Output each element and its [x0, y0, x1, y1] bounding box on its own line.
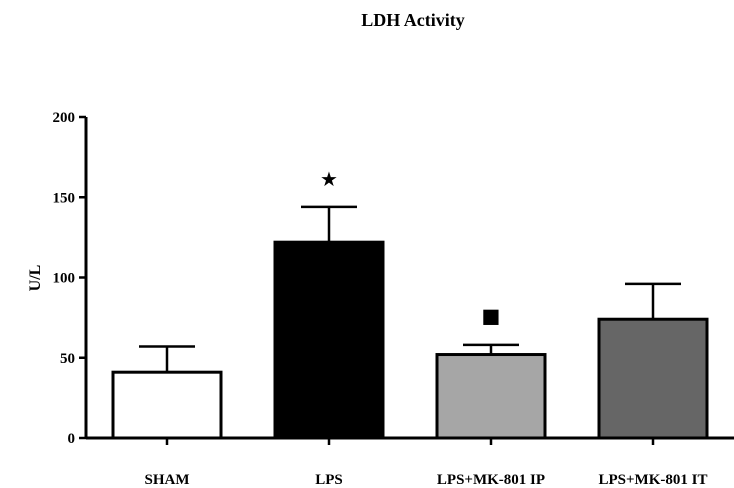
chart-title: LDH Activity — [361, 10, 465, 30]
y-tick-label: 50 — [60, 351, 75, 367]
x-tick-label: SHAM — [145, 472, 190, 488]
y-tick-label: 200 — [53, 110, 76, 126]
labels: 0 50 100 150 200 SHAM LPS LPS+MK-801 IP LPS+MK-8… — [53, 110, 708, 488]
bar — [435, 353, 547, 440]
bar — [273, 240, 385, 440]
y-tick-label: 150 — [53, 190, 76, 206]
bar — [111, 370, 223, 440]
x-tick-label: LPS+MK-801 IT — [599, 472, 708, 488]
y-tick-label: 0 — [68, 431, 76, 447]
bars — [111, 205, 709, 440]
bar — [597, 317, 709, 440]
y-axis-label: U/L — [27, 265, 44, 292]
significance-marker: ■ — [482, 303, 501, 327]
y-tick-label: 100 — [53, 271, 76, 287]
significance-marker: ★ — [320, 167, 338, 191]
x-tick-label: LPS+MK-801 IP — [437, 472, 545, 488]
x-tick-label: LPS — [315, 472, 343, 488]
